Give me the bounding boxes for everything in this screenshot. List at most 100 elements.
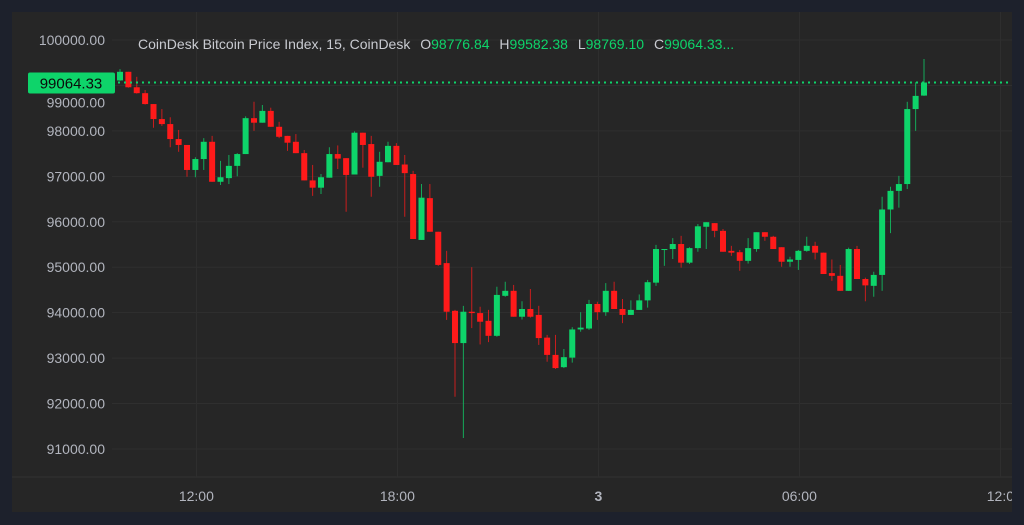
price-tick-label: 100000.00 bbox=[39, 32, 105, 48]
candle-up bbox=[519, 301, 525, 320]
candle-body bbox=[912, 95, 919, 110]
price-axis[interactable]: 100000.00 99000.00 98000.00 97000.00 96000.0… bbox=[39, 32, 105, 457]
candle-body bbox=[686, 248, 693, 263]
candle-body bbox=[175, 139, 182, 145]
candle-body bbox=[468, 311, 475, 314]
candle-body bbox=[828, 273, 835, 276]
candle-down bbox=[284, 135, 291, 151]
candle-up bbox=[242, 116, 249, 155]
candle-up bbox=[795, 249, 802, 270]
candle-up bbox=[921, 58, 927, 96]
candle-down bbox=[812, 241, 819, 260]
candle-up bbox=[627, 300, 634, 315]
candle-down bbox=[761, 232, 768, 241]
low-label: L bbox=[577, 36, 586, 52]
candle-up bbox=[351, 131, 358, 175]
candle-body bbox=[192, 159, 199, 170]
candle-up bbox=[217, 160, 224, 185]
candle-body bbox=[569, 329, 576, 358]
close-value: 99064.33... bbox=[664, 36, 735, 52]
low-value: 98769.10 bbox=[585, 36, 645, 52]
candle-body bbox=[669, 244, 676, 250]
candle-body bbox=[209, 141, 216, 182]
candle-body bbox=[694, 226, 701, 249]
candle-body bbox=[678, 244, 685, 263]
candle-body bbox=[870, 274, 877, 286]
last-price-tag-label: 99064.33 bbox=[40, 76, 103, 93]
candle-body bbox=[385, 145, 391, 163]
candle-body bbox=[552, 354, 559, 369]
candle-body bbox=[720, 230, 726, 252]
candle-body bbox=[125, 71, 132, 88]
candle-body bbox=[292, 141, 299, 154]
candle-down bbox=[778, 247, 785, 267]
price-tick-label: 92000.00 bbox=[47, 396, 106, 412]
candle-down bbox=[770, 235, 777, 250]
candle-body bbox=[703, 222, 710, 227]
candle-up bbox=[586, 299, 592, 330]
last-price-line: 99064.33 bbox=[28, 72, 1012, 94]
price-tick-label: 94000.00 bbox=[47, 305, 106, 321]
candle-up bbox=[200, 138, 207, 170]
candle-body bbox=[326, 154, 333, 178]
candle-body bbox=[410, 174, 417, 240]
candle-body bbox=[627, 309, 634, 315]
candle-body bbox=[560, 357, 567, 368]
candle-body bbox=[787, 259, 793, 262]
candle-down bbox=[251, 101, 257, 131]
candle-body bbox=[619, 309, 626, 315]
candle-down bbox=[527, 289, 534, 318]
candle-down bbox=[267, 107, 274, 127]
candle-up bbox=[460, 305, 467, 439]
candle-body bbox=[745, 248, 752, 261]
candle-body bbox=[586, 304, 592, 329]
candle-body bbox=[577, 327, 584, 330]
candle-down bbox=[828, 259, 835, 281]
candle-body bbox=[770, 236, 777, 250]
price-tick-label: 97000.00 bbox=[47, 168, 106, 184]
time-tick-label: 06:00 bbox=[782, 488, 817, 504]
candle-body bbox=[284, 135, 291, 143]
candle-down bbox=[594, 301, 601, 320]
candle-up bbox=[895, 175, 902, 208]
candle-body bbox=[351, 132, 358, 175]
candle-body bbox=[158, 119, 165, 125]
candle-body bbox=[887, 190, 894, 210]
time-axis[interactable]: 12:00 18:00 3 06:00 12:0 bbox=[179, 488, 1012, 504]
candle-body bbox=[309, 180, 316, 188]
last-price-tag bbox=[28, 72, 115, 94]
candle-up bbox=[653, 244, 659, 286]
chart-panel[interactable]: 100000.00 99000.00 98000.00 97000.00 96000.0… bbox=[12, 12, 1012, 512]
candle-down bbox=[485, 309, 492, 343]
candle-up bbox=[870, 271, 877, 297]
time-tick-label: 12:00 bbox=[179, 488, 214, 504]
candle-up bbox=[602, 283, 609, 316]
candle-up bbox=[326, 147, 333, 178]
candle-down bbox=[393, 143, 400, 165]
candle-body bbox=[426, 198, 433, 232]
candlestick-chart[interactable]: 100000.00 99000.00 98000.00 97000.00 96000.0… bbox=[12, 12, 1012, 512]
candle-body bbox=[200, 141, 207, 160]
candle-body bbox=[711, 223, 718, 231]
price-tick-label: 93000.00 bbox=[47, 350, 106, 366]
open-value: 98776.84 bbox=[431, 36, 490, 52]
candle-body bbox=[812, 245, 819, 253]
candle-up bbox=[502, 281, 509, 297]
price-tick-label: 99000.00 bbox=[47, 95, 106, 111]
candle-up bbox=[234, 153, 241, 177]
candle-body bbox=[117, 71, 123, 81]
candle-down bbox=[368, 135, 375, 197]
candle-body bbox=[267, 110, 274, 127]
candle-down bbox=[175, 129, 182, 152]
candle-up bbox=[904, 101, 911, 190]
candle-body bbox=[301, 153, 308, 181]
candle-body bbox=[167, 124, 174, 140]
candle-up bbox=[745, 238, 752, 264]
close-label: C bbox=[653, 36, 665, 52]
candle-body bbox=[318, 177, 324, 188]
candle-up bbox=[318, 174, 324, 195]
candle-body bbox=[485, 320, 492, 336]
time-tick-label: 3 bbox=[594, 488, 602, 504]
candle-up bbox=[385, 141, 391, 163]
candle-down bbox=[125, 71, 132, 88]
